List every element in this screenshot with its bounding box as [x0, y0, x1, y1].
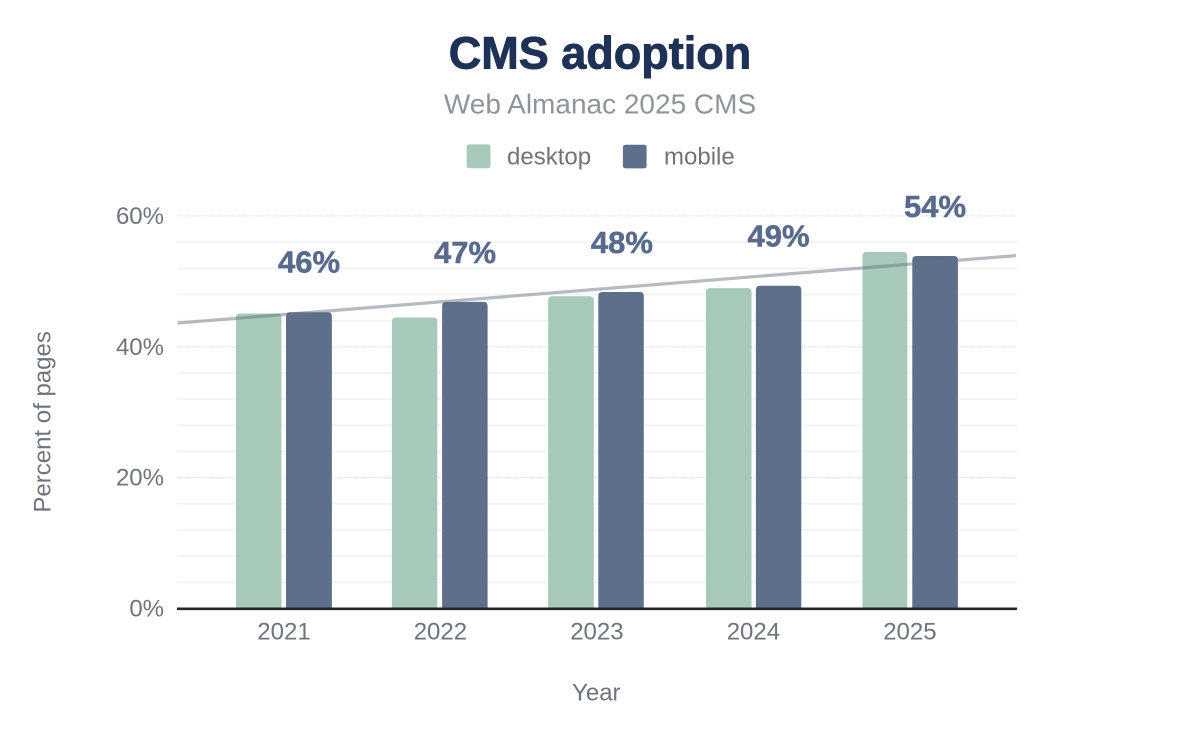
- svg-text:Year: Year: [572, 679, 621, 706]
- svg-text:2022: 2022: [414, 618, 467, 645]
- svg-text:40%: 40%: [116, 334, 164, 361]
- svg-text:Web Almanac 2025 CMS: Web Almanac 2025 CMS: [444, 88, 756, 119]
- svg-text:49%: 49%: [747, 219, 809, 254]
- svg-text:54%: 54%: [904, 189, 966, 224]
- svg-text:desktop: desktop: [507, 143, 591, 170]
- svg-text:60%: 60%: [116, 203, 164, 230]
- svg-text:46%: 46%: [278, 245, 340, 280]
- svg-text:0%: 0%: [129, 596, 164, 623]
- svg-text:CMS adoption: CMS adoption: [449, 28, 751, 79]
- svg-text:47%: 47%: [434, 235, 496, 270]
- svg-text:2024: 2024: [727, 618, 780, 645]
- svg-text:20%: 20%: [116, 465, 164, 492]
- svg-text:2025: 2025: [883, 618, 936, 645]
- svg-text:2023: 2023: [570, 618, 623, 645]
- svg-text:2021: 2021: [257, 618, 310, 645]
- svg-text:mobile: mobile: [664, 143, 735, 170]
- svg-text:48%: 48%: [591, 225, 653, 260]
- svg-text:Percent of pages: Percent of pages: [30, 331, 57, 512]
